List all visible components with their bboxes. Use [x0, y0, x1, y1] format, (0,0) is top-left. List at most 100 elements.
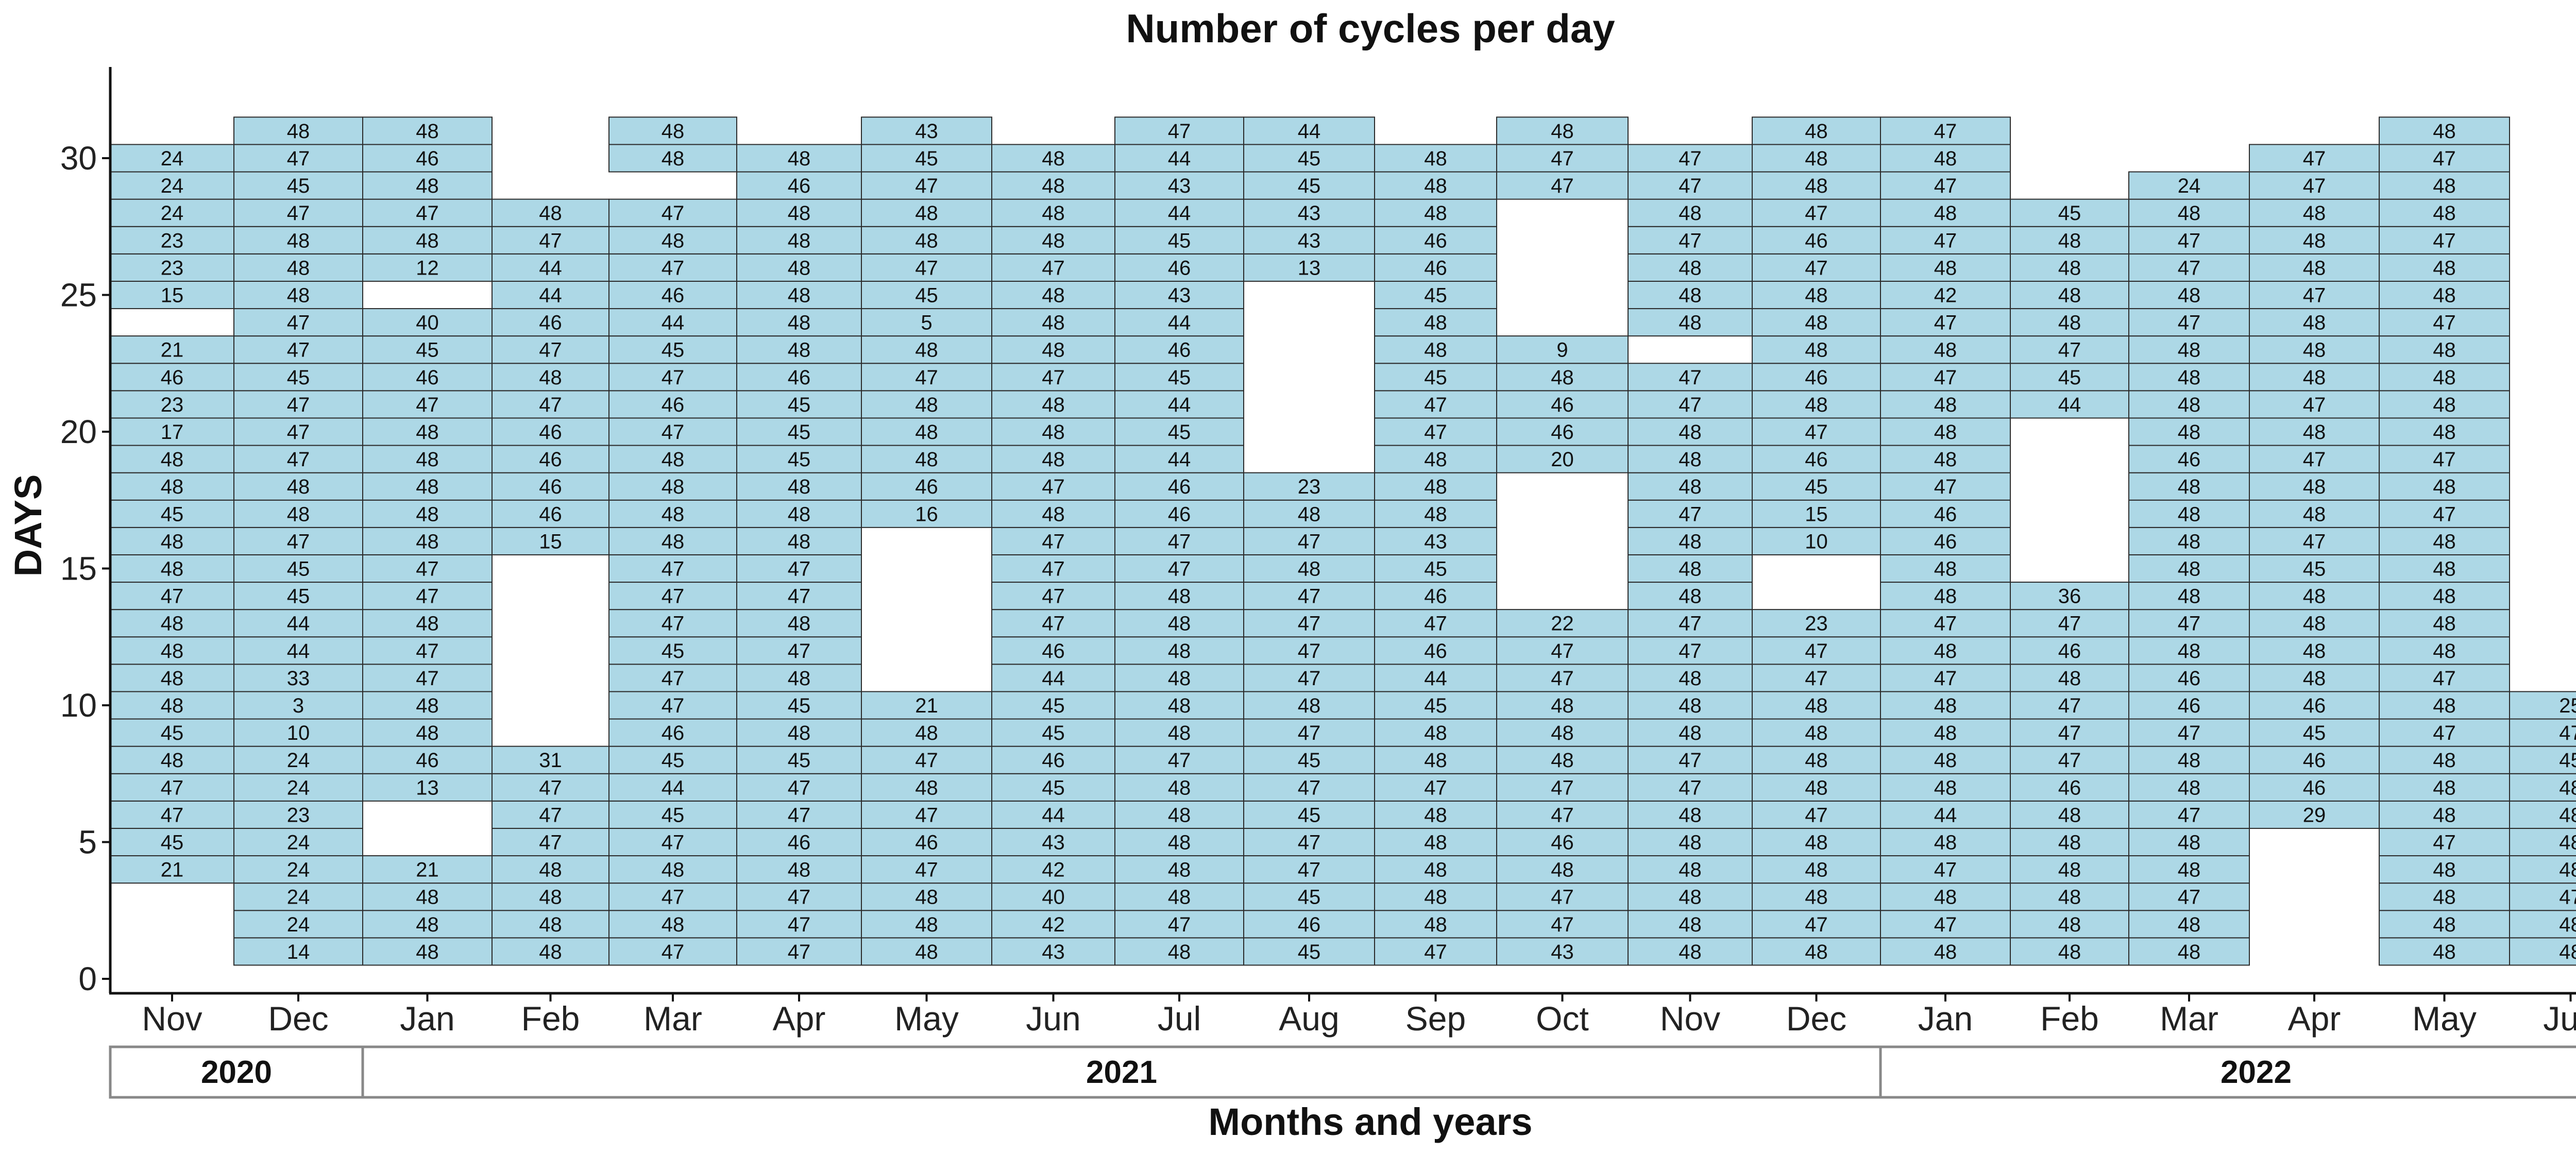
cell-value-label: 47 — [2178, 886, 2201, 909]
heatmap-cell: 48 — [1752, 144, 1881, 173]
cell-value-label: 48 — [1934, 831, 1957, 854]
heatmap-cell: 47 — [736, 582, 862, 610]
cell-rect — [1496, 718, 1629, 747]
cell-rect — [991, 554, 1115, 583]
heatmap-cell: 48 — [2128, 773, 2250, 802]
cell-rect — [233, 116, 363, 145]
cell-rect — [1374, 308, 1497, 337]
cell-value-label: 48 — [1805, 886, 1828, 909]
heatmap-cell: 48 — [1752, 335, 1881, 364]
heatmap-cell: 48 — [362, 226, 493, 254]
heatmap-cell: 48 — [2379, 527, 2510, 555]
heatmap-cell: 48 — [362, 718, 493, 747]
heatmap-cell: 48 — [1114, 582, 1244, 610]
cell-rect — [1752, 527, 1881, 555]
cell-rect — [608, 417, 737, 446]
cell-value-label: 45 — [161, 503, 184, 525]
heatmap-cell: 47 — [1752, 910, 1881, 939]
heatmap-cell: 45 — [1243, 937, 1375, 966]
x-tick-label: Mar — [643, 999, 702, 1038]
heatmap-cell: 48 — [1628, 800, 1753, 829]
heatmap-cell: 48 — [991, 445, 1115, 473]
cell-value-label: 48 — [416, 448, 439, 471]
cells-layer: 21 45 47 47 48 45 48 48 48 48 47 48 48 45 48 48 17 23 46 21… — [110, 116, 2576, 966]
heatmap-cell: 48 — [2509, 827, 2576, 857]
heatmap-cell: 23 — [233, 800, 363, 829]
cell-value-label: 47 — [788, 776, 811, 799]
cell-value-label: 48 — [1805, 394, 1828, 416]
x-tick-label: Dec — [1786, 999, 1846, 1038]
cell-value-label: 48 — [1934, 339, 1957, 362]
cell-rect — [1114, 390, 1244, 419]
heatmap-cell: 47 — [991, 363, 1115, 392]
cell-rect — [1628, 527, 1753, 555]
cell-rect — [492, 445, 609, 473]
heatmap-cell: 48 — [2010, 855, 2129, 884]
heatmap-cell: 46 — [492, 417, 609, 446]
heatmap-cell: 48 — [2379, 116, 2510, 145]
cell-value-label: 48 — [2178, 749, 2201, 772]
cell-rect — [2128, 718, 2250, 747]
cell-value-label: 48 — [2058, 913, 2081, 936]
cell-value-label: 48 — [1168, 886, 1191, 909]
cell-rect — [2249, 582, 2380, 610]
heatmap-cell: 48 — [2128, 582, 2250, 610]
cell-value-label: 20 — [1551, 448, 1574, 471]
cell-rect — [1243, 144, 1375, 173]
cell-value-label: 47 — [1168, 558, 1191, 581]
cell-rect — [110, 691, 234, 720]
cell-rect — [2249, 527, 2380, 555]
heatmap-cell: 45 — [233, 171, 363, 200]
cell-rect — [1114, 527, 1244, 555]
cell-value-label: 46 — [2178, 694, 2201, 717]
cell-rect — [1243, 827, 1375, 857]
cell-rect — [233, 883, 363, 911]
cell-rect — [1752, 609, 1881, 638]
cell-value-label: 24 — [287, 859, 310, 881]
cell-value-label: 48 — [1168, 776, 1191, 799]
cell-rect — [1496, 827, 1629, 857]
cell-rect — [1880, 554, 2011, 583]
heatmap-cell: 48 — [1880, 144, 2011, 173]
cell-value-label: 48 — [161, 613, 184, 635]
heatmap-cell: 46 — [1496, 390, 1629, 419]
heatmap-cell: 48 — [1114, 883, 1244, 911]
heatmap-cell: 47 — [861, 745, 992, 774]
cell-value-label: 43 — [1298, 202, 1321, 225]
cell-rect — [2379, 390, 2510, 419]
heatmap-cell: 47 — [492, 827, 609, 857]
heatmap-cell: 47 — [1628, 144, 1753, 173]
cell-value-label: 48 — [2303, 257, 2326, 279]
cell-value-label: 48 — [2433, 585, 2456, 608]
cell-value-label: 48 — [1934, 394, 1957, 416]
heatmap-cell: 48 — [1374, 855, 1497, 884]
cell-rect — [2010, 335, 2129, 364]
heatmap-cell: 48 — [991, 280, 1115, 310]
cell-rect — [861, 499, 992, 528]
heatmap-cell: 47 — [1374, 417, 1497, 446]
cell-value-label: 48 — [2303, 613, 2326, 635]
heatmap-cell: 47 — [233, 527, 363, 555]
cell-value-label: 48 — [1551, 749, 1574, 772]
cell-value-label: 48 — [416, 503, 439, 525]
cell-rect — [2379, 718, 2510, 747]
cell-rect — [1374, 609, 1497, 638]
cell-value-label: 47 — [788, 913, 811, 936]
cell-rect — [1114, 910, 1244, 939]
heatmap-cell: 45 — [1752, 472, 1881, 501]
heatmap-cell: 46 — [1114, 499, 1244, 528]
cell-value-label: 45 — [287, 585, 310, 608]
cell-rect — [362, 664, 493, 692]
heatmap-cell: 47 — [736, 910, 862, 939]
cell-rect — [110, 226, 234, 254]
cell-value-label: 47 — [1551, 804, 1574, 826]
cell-rect — [1114, 664, 1244, 692]
cell-value-label: 40 — [1042, 886, 1065, 909]
cell-value-label: 46 — [416, 366, 439, 389]
cell-value-label: 47 — [915, 859, 938, 881]
heatmap-cell: 48 — [991, 308, 1115, 337]
cell-rect — [492, 855, 609, 884]
cell-value-label: 23 — [287, 804, 310, 826]
cell-value-label: 48 — [2178, 503, 2201, 525]
cell-value-label: 48 — [1042, 448, 1065, 471]
